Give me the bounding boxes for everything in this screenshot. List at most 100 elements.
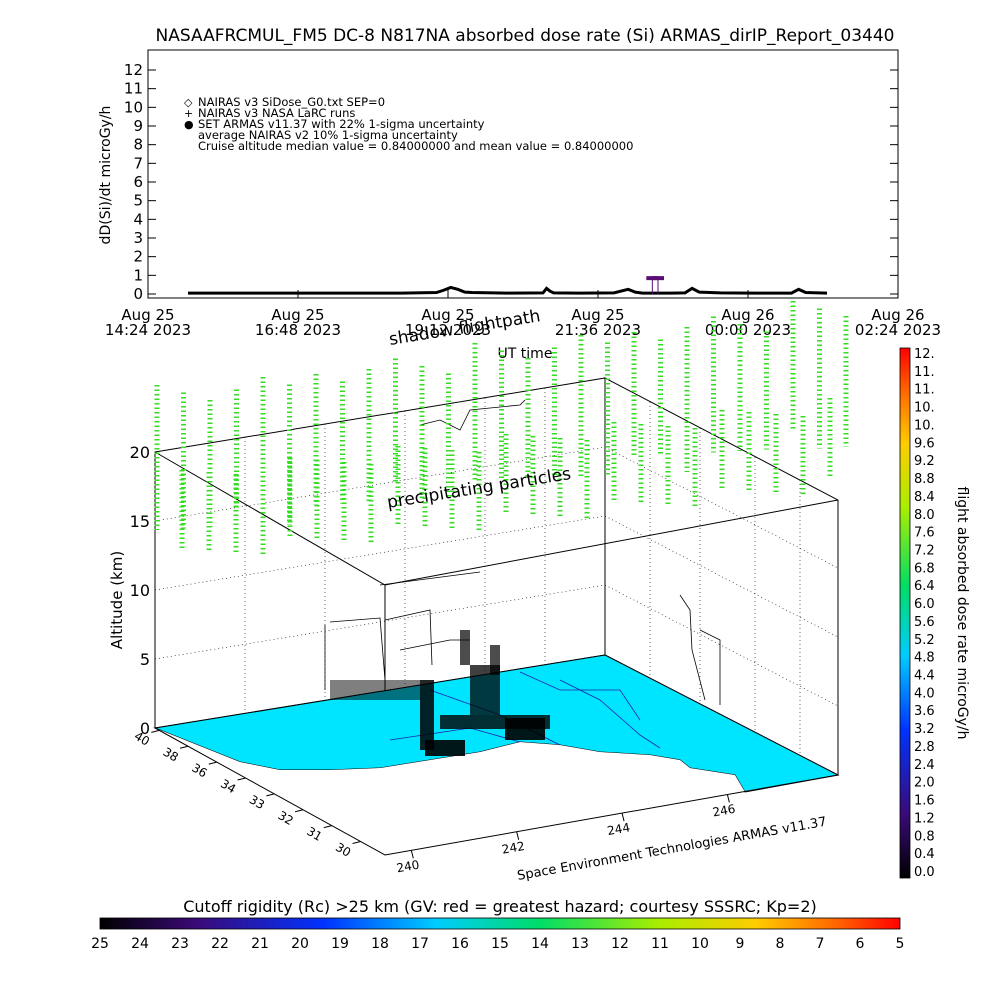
rigidity-colorbar-label: 10	[691, 936, 709, 952]
dose-colorbar-label: 5.6	[914, 615, 935, 630]
dose-colorbar-label: 9.6	[914, 436, 935, 451]
dose-colorbar-label: 1.2	[914, 811, 935, 826]
x-tick-label-date: Aug 25	[271, 306, 324, 324]
dose-colorbar-label: 8.0	[914, 508, 935, 523]
dose-colorbar-label: 2.0	[914, 776, 935, 791]
x-tick-label-time: 16:48 2023	[255, 321, 341, 339]
three-d-plot: shadow flightpath precipitating particle…	[108, 301, 849, 884]
dose-colorbar-label: 3.2	[914, 722, 935, 737]
rigidity-colorbar-label: 6	[856, 936, 865, 952]
x-axis-label: UT time	[498, 346, 553, 362]
y-tick-label: 9	[133, 117, 143, 135]
altitude-ticks: 0 5 10 15 20	[130, 443, 150, 738]
dose-colorbar-label: 6.0	[914, 597, 935, 612]
dose-colorbar-label: 8.4	[914, 490, 935, 505]
dose-colorbar-label: 0.0	[914, 865, 935, 880]
dose-colorbar-label: 12.	[914, 347, 935, 362]
dose-colorbar-label: 8.8	[914, 472, 935, 487]
y-axis-label: dD(Si)/dt microGy/h	[98, 106, 114, 245]
altitude-tick-label: 10	[130, 581, 150, 600]
dose-colorbar-label: 10.	[914, 418, 935, 433]
dose-colorbar-label: 2.8	[914, 740, 935, 755]
legend-entry: Cruise altitude median value = 0.8400000…	[198, 139, 633, 153]
rigidity-colorbar-label: 20	[291, 936, 309, 952]
legend-entry: SET ARMAS v11.37 with 22% 1-sigma uncert…	[198, 117, 485, 131]
map-ocean	[155, 728, 745, 855]
floor-frame	[154, 727, 839, 856]
dose-colorbar-label: 0.8	[914, 829, 935, 844]
altitude-axis-label: Altitude (km)	[108, 551, 126, 649]
y-tick-label: 2	[133, 248, 143, 266]
dose-colorbar-label: 1.6	[914, 794, 935, 809]
latitude-tick-mark	[151, 729, 160, 733]
rigidity-colorbar-label: 15	[491, 936, 509, 952]
dose-colorbar-label: 6.8	[914, 561, 935, 576]
rigidity-colorbar-title: Cutoff rigidity (Rc) >25 km (GV: red = g…	[183, 897, 817, 916]
rigidity-colorbar-label: 14	[531, 936, 549, 952]
dose-colorbar-label: 11.	[914, 383, 935, 398]
x-tick-label-date: Aug 26	[721, 306, 774, 324]
legend-symbol: ●	[184, 118, 194, 131]
rigidity-colorbar-label: 25	[91, 936, 109, 952]
dose-colorbar-label: 2.4	[914, 758, 935, 773]
y-tick-label: 10	[124, 98, 143, 116]
rigidity-colorbar-label: 11	[651, 936, 669, 952]
x-tick-label-time: 14:24 2023	[105, 321, 191, 339]
x-tick-label-date: Aug 25	[421, 306, 474, 324]
latitude-tick-label: 32	[276, 808, 296, 828]
legend-entry: NAIRAS v3 NASA LaRC runs	[198, 106, 355, 120]
rigidity-colorbar-label: 8	[776, 936, 785, 952]
latitude-tick-label: 31	[304, 824, 324, 844]
rigidity-colorbar-label: 5	[896, 936, 905, 952]
y-tick-label: 1	[133, 266, 143, 284]
longitude-tick-mark	[410, 850, 414, 859]
y-tick-label: 7	[133, 154, 143, 172]
latitude-tick-mark	[237, 777, 246, 781]
dose-colorbar	[899, 347, 911, 879]
longitude-tick-label: 246	[711, 802, 736, 820]
legend-symbol: ◇	[184, 96, 193, 109]
altitude-tick-label: 5	[140, 650, 150, 669]
x-tick-label-time: 02:24 2023	[855, 321, 941, 339]
rigidity-colorbar-label: 12	[611, 936, 629, 952]
rigidity-colorbar-label: 22	[211, 936, 229, 952]
y-tick-label: 0	[133, 285, 143, 303]
latitude-tick-mark	[266, 793, 275, 797]
legend-entry: average NAIRAS v2 10% 1-sigma uncertaint…	[198, 128, 458, 142]
y-tick-label: 12	[124, 61, 143, 79]
altitude-tick-label: 0	[140, 719, 150, 738]
longitude-tick-mark	[621, 813, 625, 822]
rigidity-colorbar-label: 17	[411, 936, 429, 952]
rigidity-colorbar-label: 16	[451, 936, 469, 952]
chart-title: NASAAFRCMUL_FM5 DC-8 N817NA absorbed dos…	[156, 26, 895, 46]
longitude-tick-label: 242	[501, 839, 526, 857]
x-tick-label-time: 19:12 2023	[405, 321, 491, 339]
dose-colorbar-label: 3.6	[914, 704, 935, 719]
rigidity-colorbar-label: 7	[816, 936, 825, 952]
latitude-tick-mark	[179, 745, 189, 749]
dose-colorbar-title: flight absorbed dose rate microGy/h	[954, 487, 970, 740]
dose-colorbar-labels: 12. 11. 11. 10. 10. 9.6 9.2 8.8 8.4 8.0 7.6 7.2 6.8 6…	[914, 347, 935, 880]
rigidity-colorbar-label: 21	[251, 936, 269, 952]
flight-path	[330, 630, 550, 756]
altitude-tick-label: 15	[130, 512, 150, 531]
latitude-tick-mark	[294, 809, 304, 813]
dose-colorbar-label: 9.2	[914, 454, 935, 469]
y-tick-label: 5	[133, 192, 143, 210]
dose-colorbar-label: 10.	[914, 401, 935, 416]
latitude-tick-mark	[323, 825, 332, 829]
top-plot-frame	[147, 49, 899, 299]
top-frame	[154, 451, 839, 586]
latitude-ticks: 40 38 36 34 33 32 31 30	[132, 729, 361, 860]
latitude-tick-label: 40	[132, 729, 152, 749]
rigidity-colorbar-label: 18	[371, 936, 389, 952]
longitude-ticks: 240 242 244 246	[395, 794, 736, 875]
x-tick-label-date: Aug 26	[871, 306, 924, 324]
y-tick-label: 8	[133, 136, 143, 154]
legend-entry: NAIRAS v3 SiDose_G0.txt SEP=0	[198, 95, 385, 109]
x-tick-label-date: Aug 25	[571, 306, 624, 324]
dose-colorbar-label: 0.4	[914, 847, 935, 862]
precipitating-particles	[154, 301, 849, 556]
dose-colorbar-label: 4.8	[914, 651, 935, 666]
